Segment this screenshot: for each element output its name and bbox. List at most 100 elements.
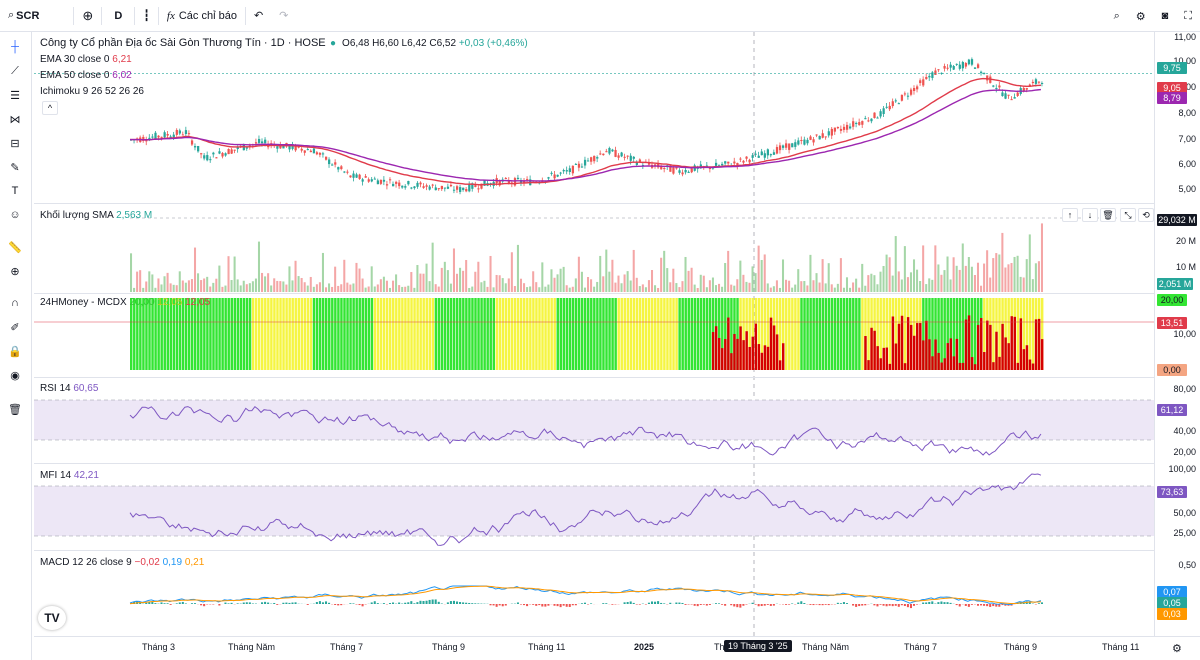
indicators-button[interactable]: fx Các chỉ báo: [166, 9, 237, 22]
ema30-legend[interactable]: EMA 30 close 0 6,21: [40, 54, 132, 65]
volume-bar: [446, 270, 449, 292]
macd-hist-bar: [151, 601, 154, 604]
chart-canvas: [34, 32, 1154, 636]
settings-button[interactable]: ⚙: [1128, 0, 1154, 32]
mcdx-bar: [492, 298, 495, 370]
fullscreen-icon: ⛶: [1184, 9, 1192, 22]
collapse-legend-button[interactable]: ^: [42, 101, 58, 115]
chart-type-button[interactable]: ┇: [135, 0, 158, 32]
macd-hist-bar: [839, 603, 842, 604]
mcdx-red-bar: [1013, 316, 1016, 370]
compare-button[interactable]: ⊕: [74, 0, 101, 32]
macd-hist-bar: [733, 604, 736, 607]
volume-bar: [233, 256, 236, 292]
mcdx-bar: [166, 298, 170, 370]
collapse-pane-button[interactable]: ⤡: [1120, 208, 1136, 222]
magnet-icon[interactable]: ∩: [11, 297, 19, 309]
candle-body: [282, 145, 285, 149]
mcdx-bar: [970, 298, 974, 370]
volume-bar: [644, 287, 647, 292]
symbol-search[interactable]: ⌕ SCR: [8, 9, 40, 22]
pencil-lock-icon[interactable]: ✐: [10, 321, 20, 334]
volume-bar: [324, 287, 328, 292]
top-toolbar: ⌕ SCR ⊕ D ┇ fx Các chỉ báo ↶ ↷: [0, 0, 1200, 32]
mcdx-bar: [812, 298, 815, 370]
ema50-legend[interactable]: EMA 50 close 0 6,02: [40, 70, 132, 81]
axis-settings-icon[interactable]: ⚙: [1172, 643, 1182, 655]
lock-icon[interactable]: 🔒: [8, 345, 22, 358]
macd-hist-bar: [684, 604, 687, 605]
mcdx-legend[interactable]: 24HMoney - MCDX 20,00 12,05 12,05: [40, 297, 211, 308]
macd-hist-bar: [721, 604, 724, 605]
emoji-icon[interactable]: ☺: [9, 209, 21, 221]
trash-icon[interactable]: 🗑: [8, 403, 22, 416]
volume-bar: [842, 287, 845, 292]
brush-icon[interactable]: ✎: [10, 161, 20, 174]
mcdx-bar: [273, 298, 276, 370]
pane-separator[interactable]: [34, 377, 1200, 378]
snapshot-button[interactable]: ◙: [1154, 0, 1177, 32]
price-axis[interactable]: 11,00 10,00 9,00 8,00 7,00 6,00 5,00 9,7…: [1154, 32, 1200, 636]
trendline-icon[interactable]: ⟋: [11, 64, 19, 77]
pattern-icon[interactable]: ⋈: [9, 113, 21, 126]
pane-separator[interactable]: [34, 203, 1200, 204]
macd-hist-bar: [407, 602, 410, 604]
macd-hist-bar: [181, 601, 184, 604]
volume-bar: [876, 284, 879, 292]
mcdx-bar: [553, 298, 556, 370]
candle-body: [184, 130, 188, 134]
pane-separator[interactable]: [34, 293, 1200, 294]
candle-body: [507, 180, 511, 184]
volume-bar: [870, 273, 873, 292]
volume-bar: [328, 283, 331, 292]
undo-icon: ↶: [253, 10, 264, 22]
crosshair-icon[interactable]: ┼: [11, 41, 19, 53]
mcdx-red-bar: [721, 348, 724, 370]
mcdx-bar: [181, 298, 185, 370]
mfi-legend[interactable]: MFI 14 42,21: [40, 470, 99, 481]
mcdx-bar: [788, 298, 791, 370]
maximize-pane-button[interactable]: ⟲: [1138, 208, 1154, 222]
pane-separator[interactable]: [34, 463, 1200, 464]
move-up-button[interactable]: ↑: [1062, 208, 1078, 222]
volume-legend[interactable]: Khối lượng SMA 2,563 M: [40, 210, 153, 221]
mcdx-bar: [751, 298, 754, 370]
macd-hist-bar: [815, 604, 818, 605]
projection-icon[interactable]: ⊟: [10, 137, 20, 150]
pane-separator[interactable]: [34, 550, 1200, 551]
volume-bar: [160, 284, 163, 292]
candle-body: [446, 186, 450, 189]
volume-bar: [523, 283, 526, 292]
candle-body: [940, 72, 943, 74]
eye-icon[interactable]: ◉: [10, 369, 20, 382]
mcdx-bar: [507, 298, 511, 370]
candle-body: [788, 143, 791, 150]
mcdx-bar: [206, 298, 209, 370]
mcdx-red-bar: [864, 336, 867, 370]
fullscreen-button[interactable]: ⛶: [1176, 0, 1200, 32]
zoom-icon[interactable]: ⊕: [10, 265, 20, 278]
macd-legend[interactable]: MACD 12 26 close 9 −0,02 0,19 0,21: [40, 557, 205, 568]
mcdx-bar: [483, 298, 486, 370]
candle-body: [745, 156, 748, 159]
zoom-search-button[interactable]: ⌕: [1106, 0, 1128, 32]
undo-button[interactable]: ↶: [246, 0, 271, 32]
redo-button[interactable]: ↷: [271, 0, 296, 32]
candle-body: [227, 149, 230, 155]
delete-pane-button[interactable]: 🗑: [1100, 208, 1116, 222]
mcdx-red-bar: [967, 315, 971, 370]
mcdx-bar: [791, 298, 794, 370]
interval-button[interactable]: D: [114, 9, 123, 22]
fib-icon[interactable]: ☰: [10, 89, 20, 102]
text-icon[interactable]: T: [11, 185, 19, 197]
rsi-legend[interactable]: RSI 14 60,65: [40, 383, 99, 394]
ichimoku-legend[interactable]: Ichimoku 9 26 52 26 26: [40, 86, 144, 97]
volume-bar: [1010, 263, 1013, 292]
macd-hist-bar: [891, 604, 894, 607]
volume-bar: [833, 287, 836, 292]
volume-bar: [1037, 261, 1040, 292]
move-down-button[interactable]: ↓: [1082, 208, 1098, 222]
chart-plot-area[interactable]: [34, 32, 1154, 636]
candle-body: [922, 79, 925, 86]
ruler-icon[interactable]: 📏: [8, 241, 22, 254]
